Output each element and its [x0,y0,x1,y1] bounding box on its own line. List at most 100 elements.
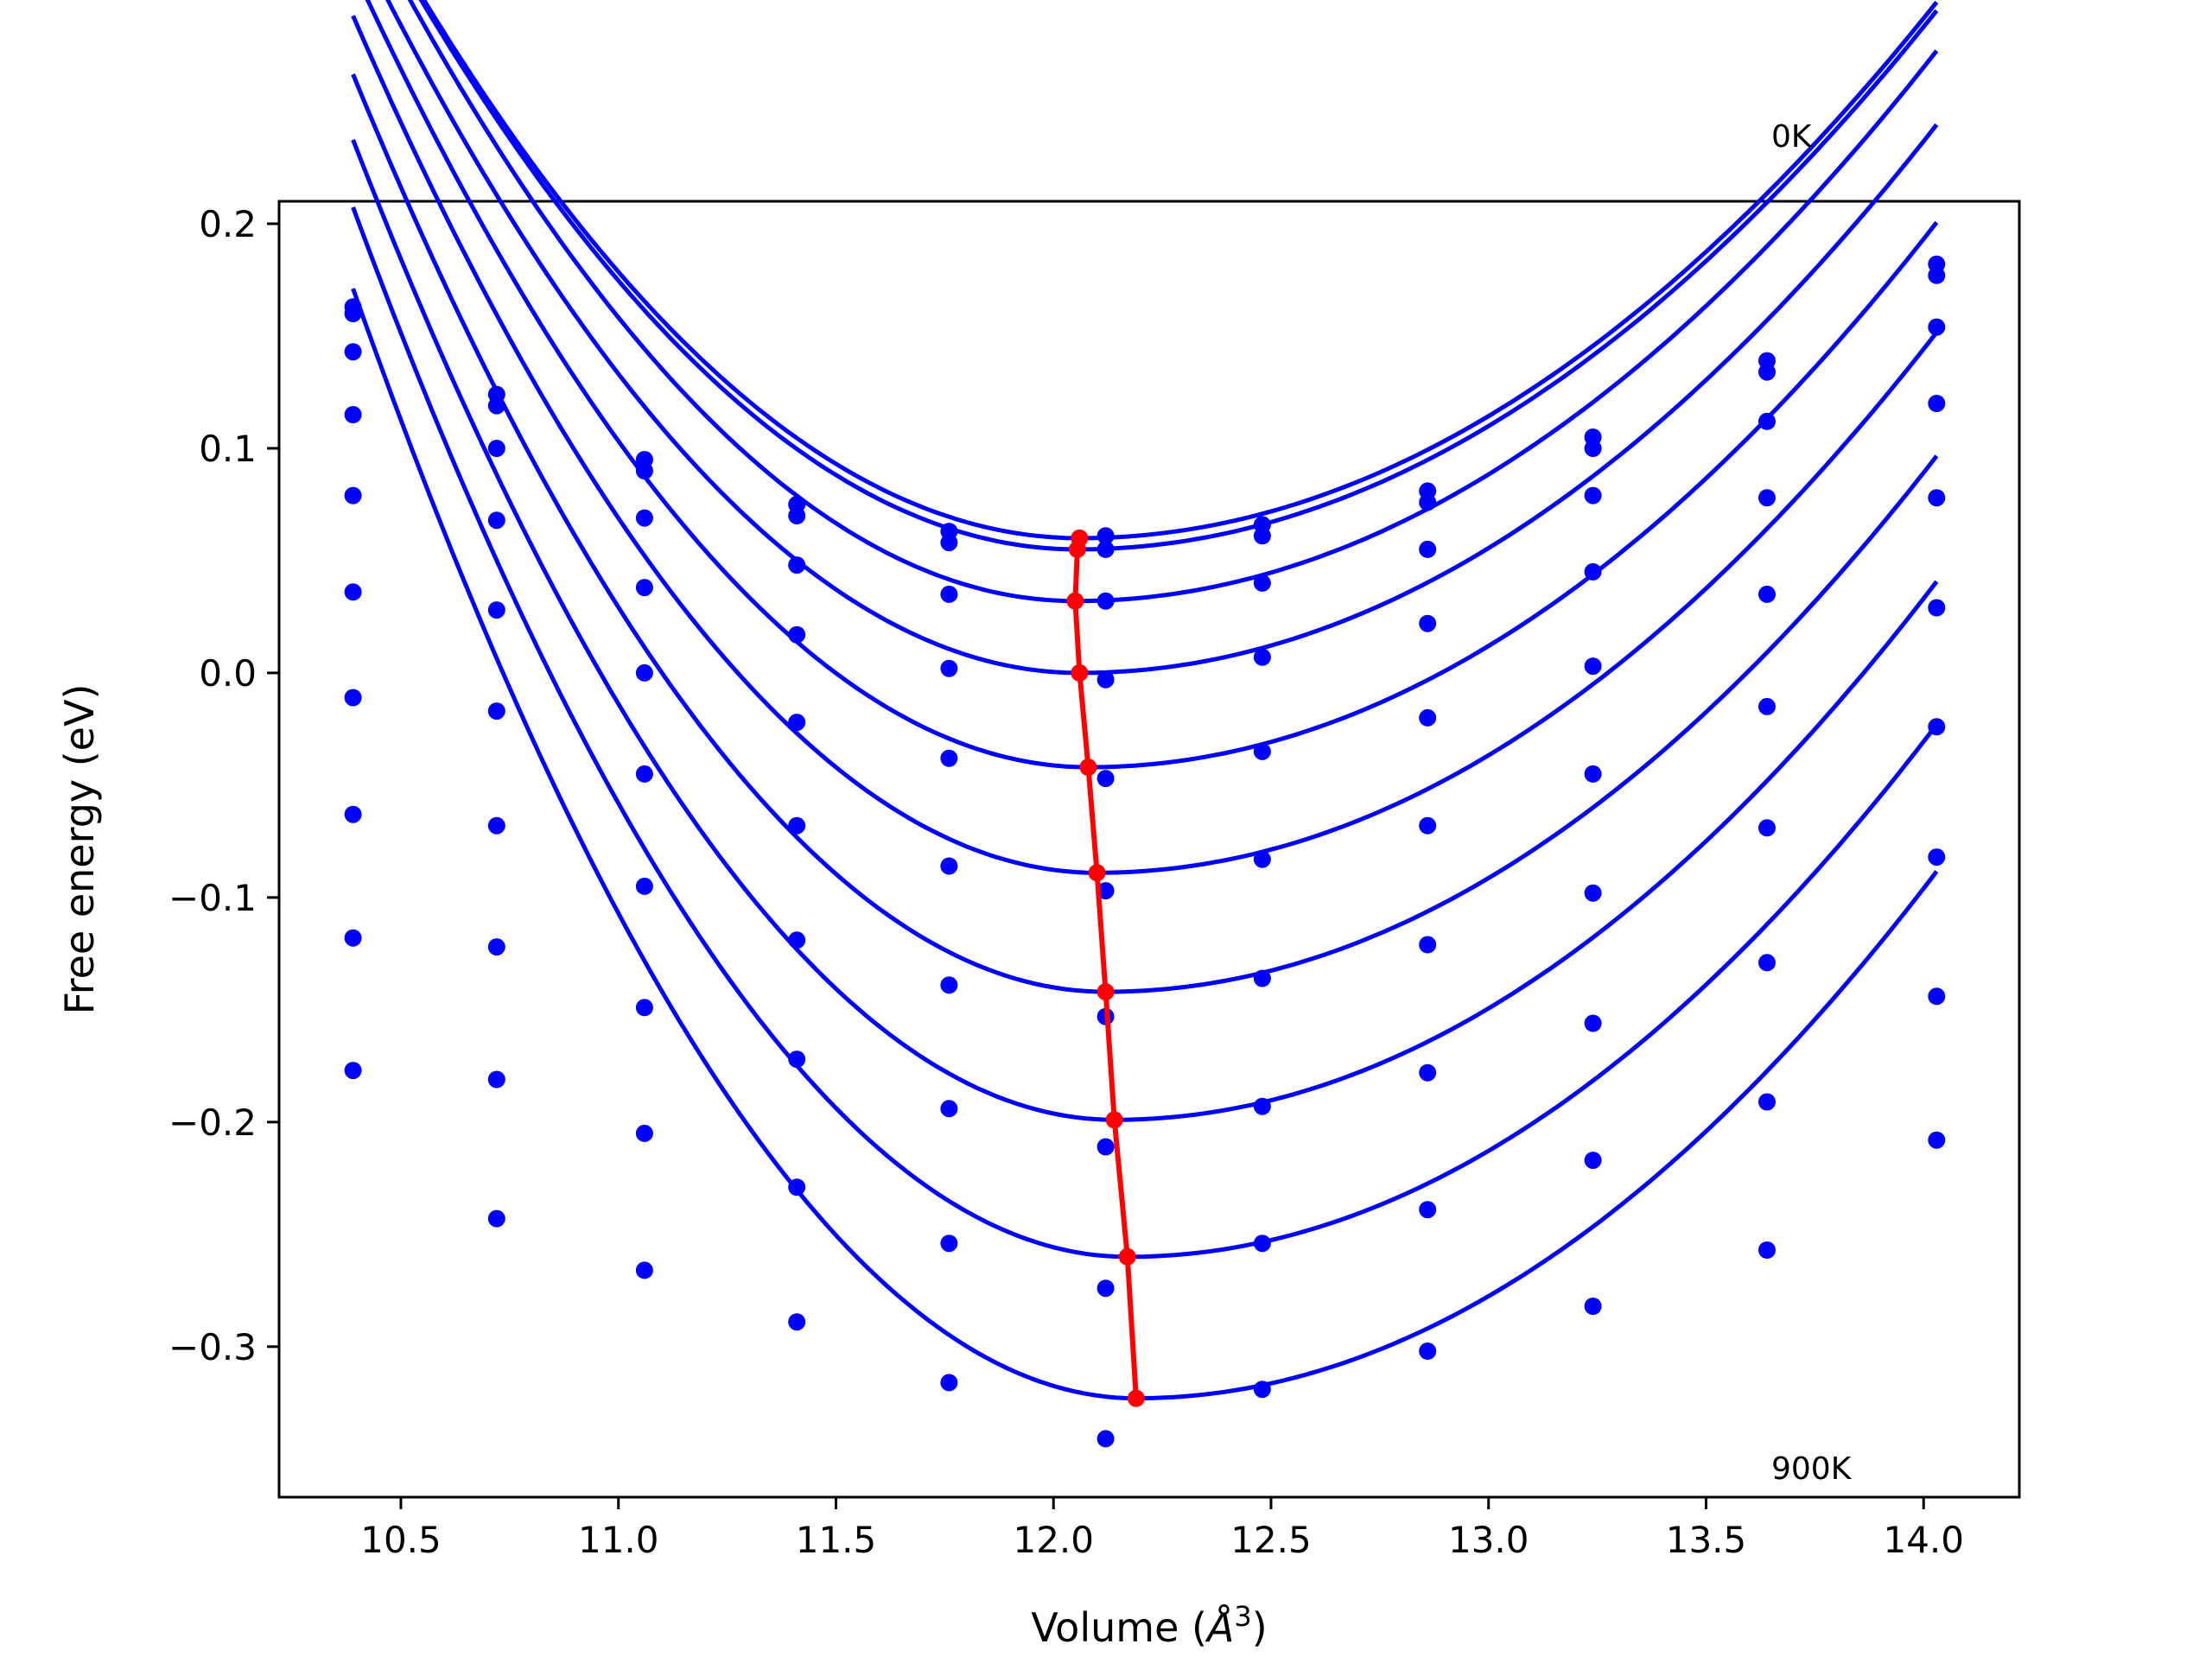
data-point [1758,412,1776,430]
equilibrium-point [1118,1247,1136,1266]
data-point [1419,614,1437,632]
data-point [1419,816,1437,835]
equilibrium-point [1066,592,1084,610]
y-tick-label: 0.0 [199,652,257,695]
data-point [1253,1381,1271,1399]
data-point [1928,1131,1946,1149]
data-point [1584,765,1602,783]
data-point [1758,697,1776,715]
data-point [788,816,806,835]
fit-curve-2 [407,0,1939,604]
y-tick-label: 0.2 [199,203,257,245]
equilibrium-point [1127,1389,1145,1407]
data-point [1758,954,1776,972]
y-tick-label: −0.2 [168,1101,257,1144]
data-point [1096,592,1115,610]
data-point [1758,585,1776,603]
data-point [1758,819,1776,837]
data-point [1928,718,1946,736]
data-point [1253,1235,1271,1253]
data-point [1096,527,1115,545]
data-point [344,805,362,823]
data-point [940,976,958,994]
data-point [940,1235,958,1253]
data-point [344,929,362,947]
data-point [1928,987,1946,1006]
fit-curve-0 [421,0,1939,541]
x-tick-label: 11.5 [796,1519,877,1561]
x-tick-label: 13.0 [1448,1519,1529,1561]
data-point [1419,1201,1437,1219]
y-tick-label: −0.1 [168,877,257,919]
data-point [788,714,806,732]
fit-curve-5 [351,15,1939,875]
x-tick-label: 10.5 [360,1519,442,1561]
data-point [1253,574,1271,592]
data-point [1584,440,1602,457]
data-point [940,534,958,552]
data-point [1419,936,1437,954]
data-point [1928,318,1946,336]
data-point [1096,770,1115,788]
data-point [1253,969,1271,987]
fit-curves [351,0,1939,1401]
data-point [1758,1093,1776,1111]
fit-curve-1 [418,0,1939,552]
data-point [487,816,505,835]
y-tick-label: 0.1 [199,428,257,470]
data-point [1928,266,1946,284]
y-axis-label: Free energy (eV) [56,684,103,1015]
x-tick-label: 13.5 [1666,1519,1747,1561]
data-point [940,1374,958,1392]
data-point [1928,489,1946,507]
data-point [344,305,362,322]
data-point [1419,540,1437,558]
equilibrium-point [1068,540,1086,558]
data-point [635,579,653,597]
data-point [1584,657,1602,676]
data-point [344,406,362,423]
data-point [788,1050,806,1069]
x-tick-label: 14.0 [1883,1519,1964,1561]
data-point [940,585,958,603]
x-axis-ticks: 10.5 11.0 11.5 12.0 12.5 13.0 13.5 14.0 [360,1497,1964,1561]
equilibrium-volume-line [1072,537,1139,1399]
data-point [1096,670,1115,689]
data-point [1928,848,1946,866]
data-point [1253,742,1271,760]
x-tick-label: 12.5 [1230,1519,1312,1561]
data-point [1928,599,1946,617]
data-point [635,765,653,783]
data-point [1584,486,1602,505]
data-point [635,663,653,682]
data-point [487,511,505,530]
data-point [635,509,653,527]
data-point [635,1261,653,1279]
data-point [940,857,958,875]
data-point [788,1313,806,1331]
data-point [487,397,505,415]
data-point [1096,540,1115,558]
data-point [635,1124,653,1142]
data-point [1253,527,1271,545]
data-point [1584,562,1602,581]
x-axis-label: Volume (Å3) [1031,1600,1267,1651]
fit-curve-7 [351,138,1939,1122]
data-point [788,625,806,644]
data-point [1419,493,1437,511]
data-point [344,486,362,505]
equilibrium-point [1079,759,1097,777]
data-point [1096,882,1115,900]
data-point [1758,363,1776,381]
data-point [1419,708,1437,727]
data-point [1584,1298,1602,1315]
data-point [1584,1014,1602,1032]
x-tick-label: 12.0 [1013,1519,1094,1561]
data-point [1253,850,1271,868]
equilibrium-point [1071,663,1089,682]
data-point [1584,884,1602,902]
y-tick-label: −0.3 [168,1326,257,1368]
data-point [940,1100,958,1118]
